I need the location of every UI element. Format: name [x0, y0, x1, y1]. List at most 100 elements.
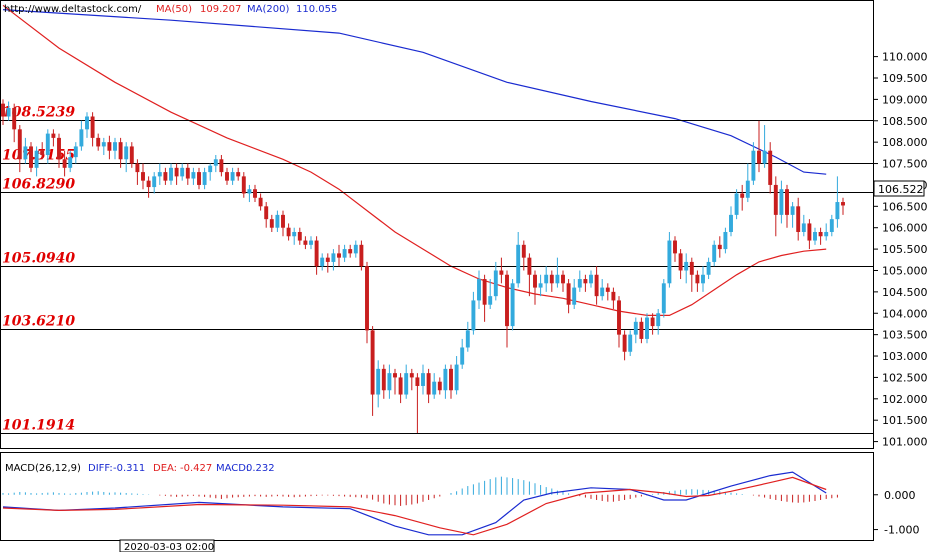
ma200-line — [2, 9, 827, 175]
price-tick-label-1: 109.500 — [882, 72, 928, 85]
candle-body-115 — [645, 317, 649, 339]
candle-body-48 — [269, 219, 274, 228]
candle-74 — [415, 373, 420, 434]
candle-35 — [197, 167, 201, 190]
candle-body-45 — [253, 189, 257, 198]
candle-113 — [633, 317, 638, 344]
candle-body-102 — [572, 287, 577, 305]
candle-body-92 — [516, 244, 521, 284]
candle-99 — [555, 257, 560, 288]
candle-56 — [314, 236, 319, 275]
candle-6 — [34, 146, 39, 177]
candle-10 — [57, 133, 61, 168]
candle-body-36 — [202, 172, 207, 185]
candle-97 — [544, 266, 549, 292]
candle-127 — [712, 240, 717, 267]
candle-66 — [370, 326, 375, 416]
candle-133 — [745, 163, 750, 203]
macd-tick-label-0: 0.000 — [884, 489, 916, 502]
candle-body-15 — [85, 116, 89, 130]
candle-body-123 — [689, 261, 694, 275]
candle-134 — [751, 142, 756, 185]
level-label-5: 101.1914 — [2, 418, 75, 434]
candle-body-147 — [824, 231, 829, 237]
candle-body-52 — [292, 231, 297, 237]
candle-body-100 — [561, 274, 565, 284]
candle-135 — [757, 120, 761, 173]
candle-body-79 — [443, 368, 448, 391]
candle-body-130 — [729, 214, 733, 232]
candle-141 — [790, 202, 795, 228]
candle-body-59 — [331, 253, 336, 262]
candle-61 — [342, 244, 347, 262]
candle-body-16 — [90, 116, 95, 138]
candle-body-6 — [34, 150, 39, 168]
candle-body-3 — [17, 129, 22, 160]
candle-body-131 — [734, 193, 739, 215]
candle-body-43 — [241, 176, 246, 194]
candle-body-71 — [398, 377, 403, 395]
candle-70 — [393, 368, 397, 395]
candle-137 — [768, 142, 773, 194]
candle-body-107 — [600, 287, 605, 297]
candle-68 — [381, 364, 386, 399]
candle-121 — [678, 249, 683, 280]
candle-body-14 — [79, 129, 84, 147]
candle-body-27 — [152, 176, 157, 188]
candle-body-128 — [717, 244, 722, 250]
candle-body-55 — [309, 240, 313, 245]
candle-92 — [516, 231, 521, 288]
candle-90 — [505, 270, 509, 348]
candle-14 — [79, 120, 84, 151]
candle-147 — [824, 223, 829, 241]
candle-body-97 — [544, 274, 549, 284]
candle-143 — [801, 214, 806, 237]
candle-45 — [253, 184, 257, 203]
candle-51 — [286, 223, 291, 241]
price-tick-label-4: 108.000 — [882, 136, 928, 149]
candle-body-91 — [510, 283, 515, 327]
ma200-line-layer — [2, 9, 827, 175]
candle-144 — [807, 219, 812, 250]
candle-148 — [829, 214, 834, 237]
price-tick-label-12: 104.000 — [882, 307, 928, 320]
candle-47 — [264, 202, 269, 228]
candle-125 — [701, 266, 705, 292]
candle-body-85 — [477, 279, 481, 301]
candle-107 — [600, 279, 605, 301]
candle-22 — [124, 142, 129, 173]
candle-72 — [404, 364, 409, 399]
candle-body-50 — [281, 214, 285, 228]
candle-126 — [706, 257, 711, 280]
candle-body-62 — [348, 249, 353, 254]
candle-106 — [594, 266, 599, 305]
candle-15 — [85, 112, 89, 138]
price-tick-label-18: 101.000 — [882, 436, 928, 449]
candle-body-37 — [208, 165, 213, 173]
candle-body-108 — [605, 287, 610, 292]
candle-24 — [135, 159, 140, 185]
candle-129 — [723, 227, 728, 254]
candle-28 — [157, 163, 162, 185]
macd-value: 0.232 — [246, 463, 275, 474]
source-url: http://www.deltastock.com/ — [4, 4, 142, 15]
time-label: 2020-03-03 02:00 — [124, 542, 214, 552]
candle-body-25 — [141, 172, 145, 181]
candle-43 — [241, 172, 246, 198]
candle-19 — [107, 135, 112, 160]
candle-body-73 — [409, 373, 414, 378]
candle-104 — [583, 274, 588, 292]
candle-103 — [577, 270, 582, 292]
candle-116 — [650, 313, 655, 335]
candle-body-94 — [527, 257, 532, 275]
candle-body-80 — [449, 368, 453, 391]
candle-body-125 — [701, 274, 705, 284]
candle-100 — [561, 270, 565, 292]
price-tick-label-7: 106.500 — [882, 200, 928, 213]
candle-body-40 — [225, 172, 229, 181]
last-price-label: 106.522 — [878, 183, 924, 196]
candle-89 — [499, 257, 504, 284]
candle-body-41 — [230, 172, 235, 181]
candle-body-122 — [684, 261, 689, 271]
candle-body-150 — [841, 202, 845, 206]
